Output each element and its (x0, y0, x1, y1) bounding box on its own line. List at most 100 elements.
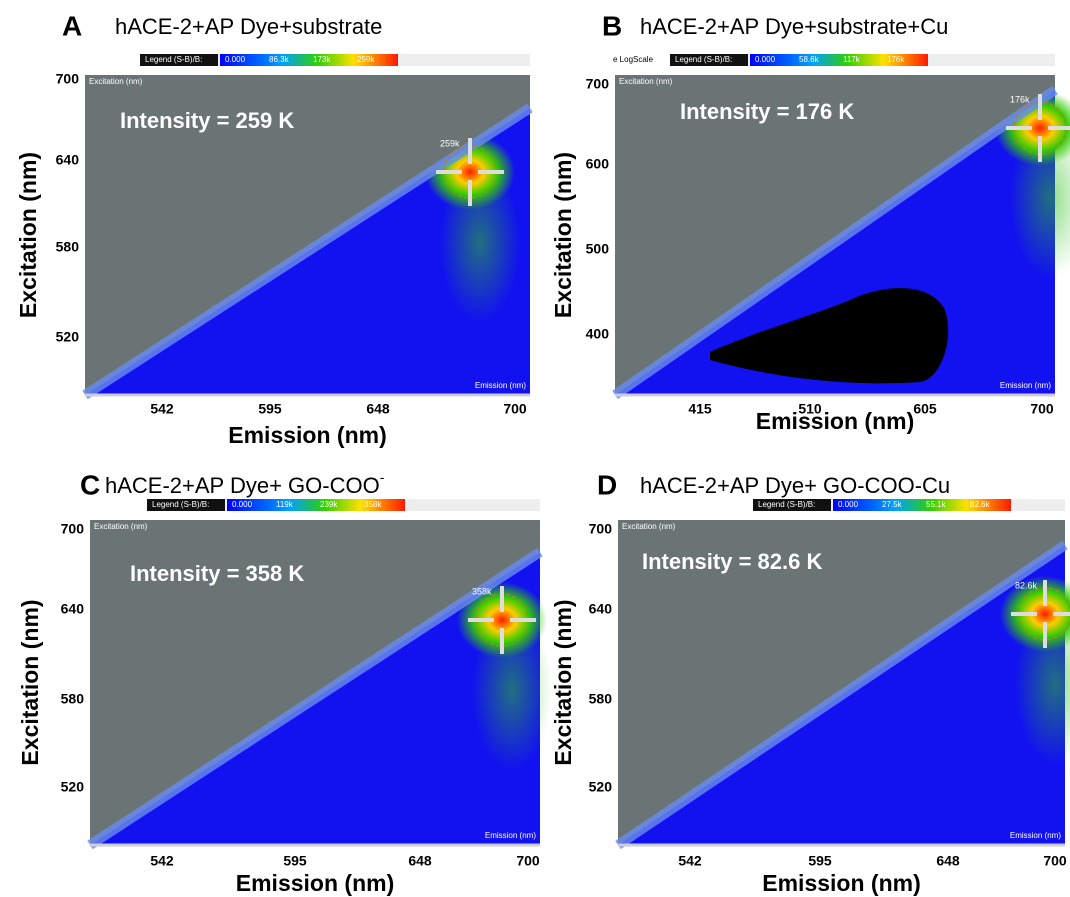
x-tick-label: 700 (1043, 853, 1067, 869)
inner-y-label: Excitation (nm) (89, 77, 143, 86)
x-tick-label: 542 (150, 401, 174, 417)
y-tick-label: 520 (589, 779, 613, 795)
panel-letter: D (597, 469, 617, 500)
legend-label-box (753, 499, 831, 511)
colorbar-tick: 0.000 (838, 500, 859, 509)
x-tick-label: 510 (798, 401, 822, 417)
colorbar-tick: 0.000 (232, 500, 253, 509)
panel-title: hACE-2+AP Dye+substrate+Cu (640, 14, 948, 39)
y-tick-label: 700 (589, 521, 613, 537)
peak-label: 259k (440, 138, 460, 148)
x-axis-label: Emission (nm) (756, 408, 914, 434)
x-tick-label: 595 (808, 853, 832, 869)
x-axis-label: Emission (nm) (762, 870, 920, 896)
inner-y-label: Excitation (nm) (622, 522, 676, 531)
x-tick-label: 542 (150, 853, 174, 869)
y-tick-label: 580 (56, 239, 80, 255)
legend-label-box (147, 499, 225, 511)
colorbar-tick: 0.000 (755, 55, 776, 64)
colorbar-tick: 173k (313, 55, 331, 64)
x-tick-label: 605 (913, 401, 937, 417)
colorbar-tick: 27.5k (882, 500, 903, 509)
inner-y-label: Excitation (nm) (619, 77, 673, 86)
panel-title: hACE-2+AP Dye+ GO-COO- (105, 469, 385, 498)
legend-prefix: e LogScale (613, 55, 654, 64)
colorbar-tick: 117k (843, 55, 861, 64)
legend-label: Legend (S-B)/B: (758, 500, 815, 509)
y-axis-label: Excitation (nm) (550, 599, 576, 765)
title-superscript: - (380, 469, 385, 485)
inner-x-label: Emission (nm) (1010, 831, 1061, 840)
diagonal-band (612, 85, 1058, 400)
signal-hotspot (457, 582, 547, 658)
peak-label: 176k (1010, 94, 1030, 104)
y-tick-label: 600 (586, 156, 610, 172)
panel-letter: B (602, 10, 622, 41)
y-tick-label: 520 (56, 329, 80, 345)
legend-label: Legend (S-B)/B: (675, 55, 732, 64)
peak-label: 358k (472, 586, 492, 596)
y-tick-label: 700 (586, 76, 610, 92)
inner-y-label: Excitation (nm) (94, 522, 148, 531)
x-axis-label: Emission (nm) (228, 422, 386, 448)
intensity-label: Intensity = 259 K (120, 108, 294, 133)
inner-x-label: Emission (nm) (1000, 381, 1051, 390)
colorbar (227, 499, 405, 511)
black-region (710, 288, 949, 384)
intensity-label: Intensity = 358 K (130, 561, 304, 586)
masked-region (85, 75, 530, 395)
legend-label-box (140, 54, 218, 66)
inner-x-label: Emission (nm) (475, 381, 526, 390)
y-tick-label: 500 (586, 241, 610, 257)
crosshair (1011, 580, 1070, 648)
diagonal-band (615, 540, 1068, 850)
colorbar-tick: 58.6k (799, 55, 820, 64)
intensity-label: Intensity = 82.6 K (642, 549, 822, 574)
masked-region (618, 520, 1065, 845)
panel-letter: A (62, 10, 82, 41)
colorbar (220, 54, 398, 66)
colorbar-tick: 358k (364, 500, 382, 509)
crosshair (436, 138, 504, 206)
y-tick-label: 400 (586, 326, 610, 342)
intensity-label: Intensity = 176 K (680, 99, 854, 124)
crosshair (468, 586, 536, 654)
diagonal-band (82, 103, 533, 400)
y-axis-label: Excitation (nm) (550, 152, 576, 318)
colorbar-tick: 239k (320, 500, 338, 509)
diagonal-band (87, 547, 543, 850)
colorbar-tick: 82.6k (970, 500, 991, 509)
panel-title: hACE-2+AP Dye+substrate (115, 14, 382, 39)
masked-region (90, 520, 540, 845)
colorbar-tick: 119k (276, 500, 294, 509)
panel-title: hACE-2+AP Dye+ GO-COO-Cu (640, 473, 950, 498)
peak-label: 82.6k (1015, 580, 1038, 590)
x-tick-label: 595 (283, 853, 307, 869)
x-tick-label: 595 (258, 401, 282, 417)
legend-label: Legend (S-B)/B: (152, 500, 209, 509)
y-tick-label: 640 (589, 601, 613, 617)
x-axis-label: Emission (nm) (236, 870, 394, 896)
y-tick-label: 700 (61, 521, 85, 537)
y-tick-label: 640 (61, 601, 85, 617)
colorbar-tick: 176k (887, 55, 905, 64)
y-tick-label: 580 (589, 691, 613, 707)
x-tick-label: 648 (408, 853, 432, 869)
panel-letter: C (80, 469, 100, 500)
y-tick-label: 640 (56, 152, 80, 168)
crosshair (1006, 94, 1070, 162)
colorbar-tick: 0.000 (225, 55, 246, 64)
inner-x-label: Emission (nm) (485, 831, 536, 840)
colorbar-tick: 259k (357, 55, 375, 64)
y-tick-label: 700 (56, 71, 80, 87)
x-tick-label: 415 (688, 401, 712, 417)
y-tick-label: 520 (61, 779, 85, 795)
legend-label-box (670, 54, 748, 66)
x-tick-label: 700 (516, 853, 540, 869)
x-tick-label: 648 (366, 401, 390, 417)
y-tick-label: 580 (61, 691, 85, 707)
y-axis-label: Excitation (nm) (17, 599, 43, 765)
x-tick-label: 700 (503, 401, 527, 417)
